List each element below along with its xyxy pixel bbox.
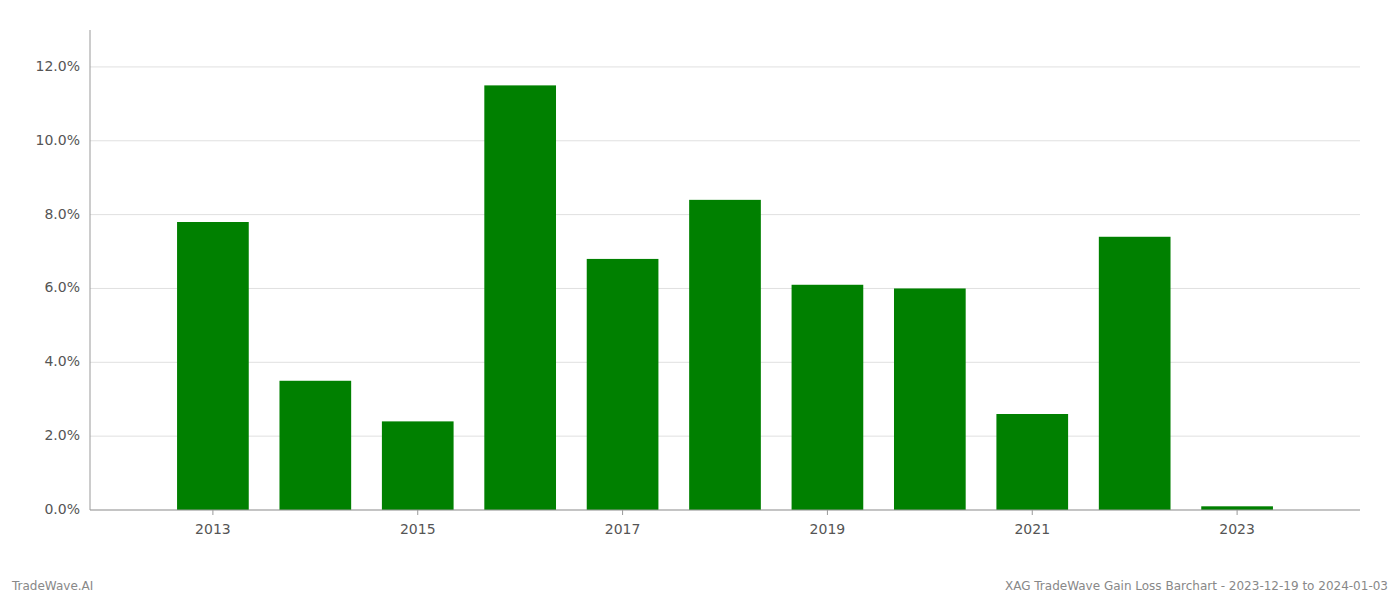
bar	[689, 200, 761, 510]
x-tick-label: 2023	[1219, 521, 1255, 537]
grid-line	[90, 66, 1360, 67]
x-tick-label: 2013	[195, 521, 231, 537]
bar	[792, 285, 864, 510]
footer-text: XAG TradeWave Gain Loss Barchart - 2023-…	[1005, 579, 1388, 593]
x-tick-label: 2021	[1014, 521, 1050, 537]
bar	[484, 85, 556, 510]
bar	[1099, 237, 1171, 510]
bars	[177, 85, 1273, 510]
bar	[996, 414, 1068, 510]
x-tick	[417, 510, 418, 515]
bar	[279, 381, 351, 510]
y-tick-label: 0.0%	[44, 501, 80, 517]
x-tick	[212, 510, 213, 515]
x-axis: 2013 2015 2017 2019 2021 2023	[90, 510, 1360, 537]
x-tick	[827, 510, 828, 515]
bar	[1201, 506, 1273, 510]
y-tick-label: 8.0%	[44, 206, 80, 222]
grid-line	[90, 140, 1360, 141]
grid-line	[90, 510, 1360, 511]
x-tick-label: 2019	[810, 521, 846, 537]
bar	[587, 259, 659, 510]
y-tick-label: 4.0%	[44, 353, 80, 369]
x-tick	[1032, 510, 1033, 515]
x-axis-line	[90, 510, 1360, 511]
bar	[382, 421, 454, 510]
bar	[894, 288, 966, 510]
x-tick-label: 2017	[605, 521, 641, 537]
x-tick	[1237, 510, 1238, 515]
y-tick-label: 10.0%	[36, 132, 80, 148]
y-tick-label: 12.0%	[36, 58, 80, 74]
footer-text: TradeWave.AI	[11, 579, 93, 593]
y-axis: 0.0% 2.0% 4.0% 6.0% 8.0% 10.0% 12.0%	[36, 30, 90, 517]
x-tick-label: 2015	[400, 521, 436, 537]
x-tick	[622, 510, 623, 515]
bar	[177, 222, 249, 510]
grid	[90, 67, 1360, 510]
chart: 0.0%2.0%4.0%6.0%8.0%10.0%12.0%2013201520…	[0, 0, 1400, 600]
y-tick-label: 2.0%	[44, 427, 80, 443]
y-axis-line	[90, 30, 91, 510]
y-tick-label: 6.0%	[44, 279, 80, 295]
